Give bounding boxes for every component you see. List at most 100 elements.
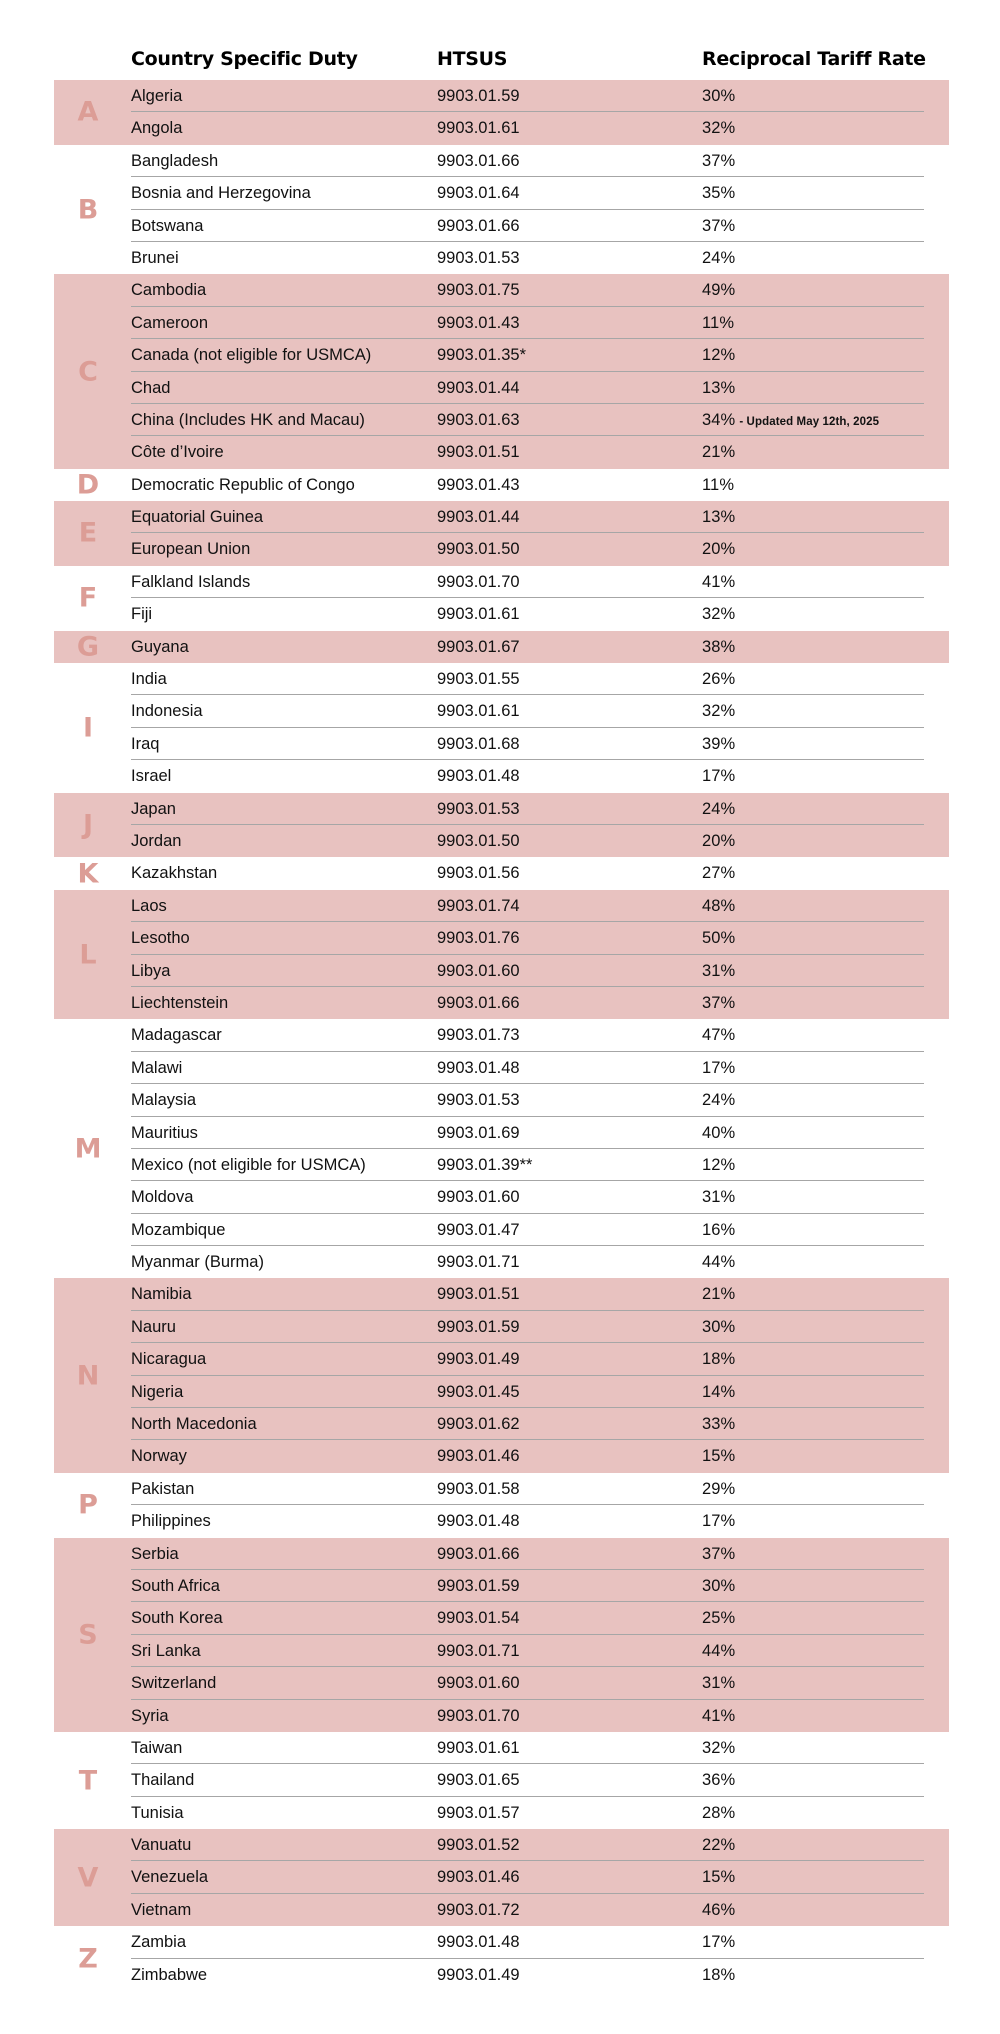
- table-row: Philippines 9903.01.48 17%: [131, 1505, 924, 1537]
- rate-cell: 39%: [702, 735, 735, 754]
- group-letter: B: [77, 194, 99, 226]
- country-text: Democratic Republic of Congo: [131, 475, 355, 494]
- htsus-text: 9903.01.35*: [437, 346, 527, 365]
- htsus-cell: 9903.01.60: [437, 1674, 520, 1693]
- htsus-cell: 9903.01.57: [437, 1804, 520, 1823]
- rate-text: 44%: [702, 1253, 736, 1272]
- rate-cell: 30%: [702, 1577, 735, 1596]
- rate-cell: 11%: [702, 476, 734, 495]
- country-cell: Fiji: [131, 605, 152, 624]
- table-row: Serbia 9903.01.66 37%: [131, 1538, 924, 1570]
- table-row: Guyana 9903.01.67 38%: [131, 631, 924, 663]
- htsus-cell: 9903.01.53: [437, 800, 520, 819]
- htsus-cell: 9903.01.61: [437, 702, 520, 721]
- htsus-text: 9903.01.64: [437, 184, 520, 203]
- country-cell: Côte d’Ivoire: [131, 443, 224, 462]
- country-cell: Kazakhstan: [131, 864, 217, 883]
- country-cell: Laos: [131, 897, 167, 916]
- country-text: Côte d’Ivoire: [131, 443, 224, 462]
- htsus-cell: 9903.01.45: [437, 1383, 520, 1402]
- table-row: Liechtenstein 9903.01.66 37%: [131, 987, 924, 1019]
- country-text: China (Includes HK and Macau): [131, 410, 365, 429]
- rate-text: 18%: [702, 1965, 736, 1984]
- table-row: Botswana 9903.01.66 37%: [131, 210, 924, 242]
- rate-text: 36%: [702, 1771, 736, 1790]
- table-row: Democratic Republic of Congo 9903.01.43 11…: [131, 469, 924, 501]
- rate-text: 26%: [702, 670, 736, 689]
- htsus-text: 9903.01.61: [437, 605, 520, 624]
- group-letter: P: [78, 1489, 98, 1521]
- rate-text: 20%: [702, 540, 736, 559]
- country-cell: Iraq: [131, 735, 159, 754]
- country-text: Bosnia and Herzegovina: [131, 184, 311, 203]
- htsus-text: 9903.01.53: [437, 248, 520, 267]
- table-row: Falkland Islands 9903.01.70 41%: [131, 566, 924, 599]
- rate-text: 30%: [702, 1576, 736, 1595]
- country-cell: South Korea: [131, 1609, 223, 1628]
- htsus-cell: 9903.01.53: [437, 249, 520, 268]
- header-rate: Reciprocal Tariff Rate: [702, 48, 926, 70]
- table-row: Nicaragua 9903.01.49 18%: [131, 1343, 924, 1376]
- htsus-text: 9903.01.60: [437, 1188, 520, 1207]
- rate-text: 15%: [702, 1447, 736, 1466]
- table-row: Laos 9903.01.74 48%: [131, 890, 924, 923]
- country-text: Jordan: [131, 831, 182, 850]
- htsus-text: 9903.01.66: [437, 993, 520, 1012]
- country-text: Kazakhstan: [131, 864, 218, 883]
- country-cell: Malaysia: [131, 1091, 196, 1110]
- country-text: Vietnam: [131, 1900, 192, 1919]
- rate-text: 20%: [702, 831, 736, 850]
- country-text: Iraq: [131, 734, 160, 753]
- htsus-text: 9903.01.50: [437, 540, 520, 559]
- country-cell: Liechtenstein: [131, 994, 228, 1013]
- htsus-cell: 9903.01.65: [437, 1771, 520, 1790]
- rate-cell: 28%: [702, 1804, 735, 1823]
- country-text: Algeria: [131, 87, 183, 105]
- htsus-cell: 9903.01.69: [437, 1124, 520, 1143]
- rate-text: 31%: [702, 1188, 736, 1207]
- rate-text: 30%: [702, 1317, 736, 1336]
- htsus-text: 9903.01.61: [437, 702, 520, 721]
- country-cell: Bosnia and Herzegovina: [131, 184, 311, 203]
- country-text: Cambodia: [131, 281, 207, 300]
- rate-text: 39%: [702, 734, 736, 753]
- rate-cell: 49%: [702, 281, 735, 300]
- country-cell: Syria: [131, 1707, 169, 1726]
- rate-text: 17%: [702, 1512, 736, 1531]
- rate-cell: 30%: [702, 1318, 735, 1337]
- htsus-text: 9903.01.49: [437, 1350, 520, 1369]
- country-cell: Madagascar: [131, 1026, 222, 1045]
- rate-text: 37%: [702, 1544, 736, 1563]
- country-text: Mexico (not eligible for USMCA): [131, 1155, 366, 1174]
- htsus-cell: 9903.01.46: [437, 1868, 520, 1887]
- htsus-cell: 9903.01.61: [437, 119, 520, 138]
- htsus-text: 9903.01.50: [437, 831, 520, 850]
- country-text: Laos: [131, 896, 167, 915]
- htsus-cell: 9903.01.75: [437, 281, 520, 300]
- country-text: Indonesia: [131, 702, 203, 721]
- country-cell: Lesotho: [131, 929, 190, 948]
- rate-text: 16%: [702, 1220, 736, 1239]
- group-letter: K: [77, 858, 99, 890]
- rate-cell: 41%: [702, 1707, 735, 1726]
- rate-text: 24%: [702, 248, 736, 267]
- group-letter: Z: [78, 1943, 98, 1975]
- rate-text: 12%: [702, 346, 736, 365]
- htsus-cell: 9903.01.58: [437, 1480, 520, 1499]
- table-row: Syria 9903.01.70 41%: [131, 1700, 924, 1732]
- country-text: Taiwan: [131, 1738, 183, 1757]
- group-letter: C: [78, 356, 98, 388]
- country-text: Israel: [131, 767, 172, 786]
- header-country: Country Specific Duty: [131, 48, 358, 70]
- rate-text: 37%: [702, 993, 736, 1012]
- htsus-cell: 9903.01.60: [437, 1188, 520, 1207]
- rate-text: 24%: [702, 1091, 736, 1110]
- rate-text: 21%: [702, 1285, 736, 1304]
- rate-text: 41%: [702, 1706, 736, 1725]
- htsus-text: 9903.01.69: [437, 1123, 520, 1142]
- table-row: Cambodia 9903.01.75 49%: [131, 274, 924, 307]
- rate-text: 38%: [702, 637, 736, 656]
- table-row: Nauru 9903.01.59 30%: [131, 1311, 924, 1344]
- country-text: India: [131, 670, 167, 689]
- htsus-cell: 9903.01.46: [437, 1447, 520, 1466]
